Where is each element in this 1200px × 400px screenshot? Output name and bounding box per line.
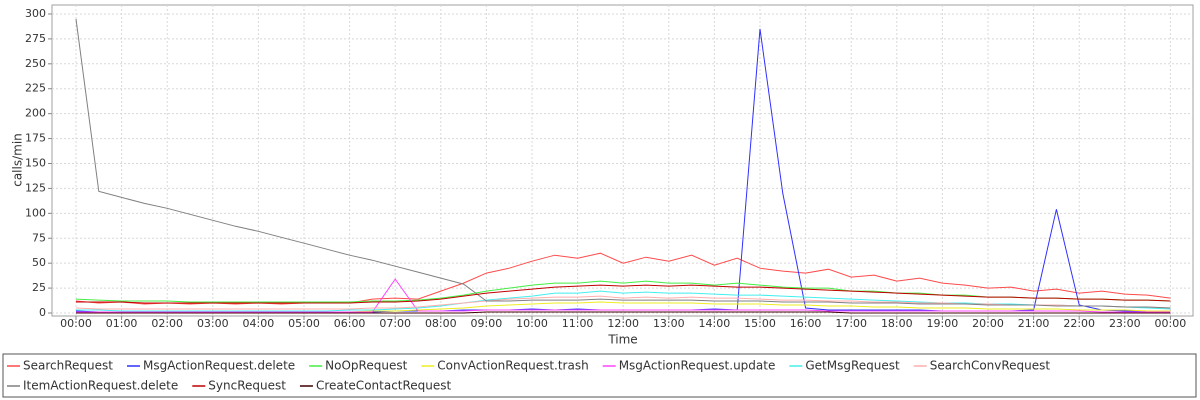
- y-axis-label: calls/min: [11, 133, 25, 187]
- x-tick-label: 06:00: [334, 317, 366, 330]
- x-tick-label: 21:00: [1018, 317, 1050, 330]
- x-tick-label: 00:00: [1155, 317, 1187, 330]
- legend-item: GetMsgRequest: [789, 359, 900, 373]
- x-tick-label: 04:00: [243, 317, 275, 330]
- x-tick-label: 01:00: [106, 317, 138, 330]
- legend: [2, 353, 1197, 398]
- legend-label: SearchConvRequest: [930, 359, 1051, 373]
- y-tick-label: 50: [32, 256, 46, 269]
- legend-item: SearchRequest: [7, 359, 113, 373]
- legend-item: CreateContactRequest: [299, 379, 452, 393]
- y-tick-label: 125: [25, 181, 46, 194]
- x-tick-label: 05:00: [288, 317, 320, 330]
- x-tick-label: 12:00: [607, 317, 639, 330]
- y-tick-label: 25: [32, 281, 46, 294]
- legend-label: CreateContactRequest: [316, 379, 452, 393]
- y-tick-label: 150: [25, 156, 46, 169]
- y-tick-label: 300: [25, 7, 46, 20]
- x-tick-label: 10:00: [516, 317, 548, 330]
- y-tick-label: 75: [32, 231, 46, 244]
- x-tick-label: 03:00: [197, 317, 229, 330]
- series-line: [76, 284, 1171, 304]
- x-tick-label: 08:00: [425, 317, 457, 330]
- series-line: [76, 278, 1171, 313]
- x-tick-label: 20:00: [972, 317, 1004, 330]
- series-line: [76, 311, 1171, 314]
- plot-area: [51, 4, 1194, 317]
- y-tick-label: 250: [25, 57, 46, 70]
- x-tick-label: 13:00: [653, 317, 685, 330]
- series-line: [75, 18, 1171, 309]
- y-tick-label: 0: [39, 306, 46, 319]
- y-tick-label: 175: [25, 132, 46, 145]
- x-tick-label: 23:00: [1109, 317, 1141, 330]
- legend-item: NoOpRequest: [309, 359, 408, 373]
- x-axis-label: Time: [607, 333, 637, 347]
- legend-item: MsgActionRequest.update: [602, 359, 776, 373]
- x-tick-label: 22:00: [1063, 317, 1095, 330]
- y-tick-label: 100: [25, 206, 46, 219]
- x-tick-label: 15:00: [744, 317, 776, 330]
- legend-item: SearchConvRequest: [913, 359, 1051, 373]
- x-tick-label: 16:00: [790, 317, 822, 330]
- legend-item: MsgActionRequest.delete: [126, 359, 295, 373]
- x-tick-label: 14:00: [699, 317, 731, 330]
- series-line: [75, 295, 1171, 310]
- legend-item: SyncRequest: [192, 379, 286, 393]
- x-tick-label: 00:00: [60, 317, 92, 330]
- legend-label: GetMsgRequest: [805, 359, 900, 373]
- x-tick-label: 11:00: [562, 317, 594, 330]
- y-tick-label: 275: [25, 32, 46, 45]
- y-tick-label: 225: [25, 82, 46, 95]
- legend-label: MsgActionRequest.update: [619, 359, 776, 373]
- legend-label: ConvActionRequest.trash: [437, 359, 588, 373]
- legend-label: SearchRequest: [23, 359, 113, 373]
- y-tick-label: 200: [25, 107, 46, 120]
- x-tick-label: 07:00: [379, 317, 411, 330]
- x-tick-label: 09:00: [471, 317, 503, 330]
- legend-label: ItemActionRequest.delete: [23, 379, 178, 393]
- legend-label: NoOpRequest: [325, 359, 407, 373]
- x-tick-label: 19:00: [927, 317, 959, 330]
- legend-label: SyncRequest: [208, 379, 286, 393]
- legend-item: ItemActionRequest.delete: [7, 379, 178, 393]
- x-tick-label: 17:00: [835, 317, 867, 330]
- x-tick-label: 18:00: [881, 317, 913, 330]
- x-tick-label: 02:00: [151, 317, 183, 330]
- legend-label: MsgActionRequest.delete: [143, 359, 295, 373]
- legend-item: ConvActionRequest.trash: [421, 359, 589, 373]
